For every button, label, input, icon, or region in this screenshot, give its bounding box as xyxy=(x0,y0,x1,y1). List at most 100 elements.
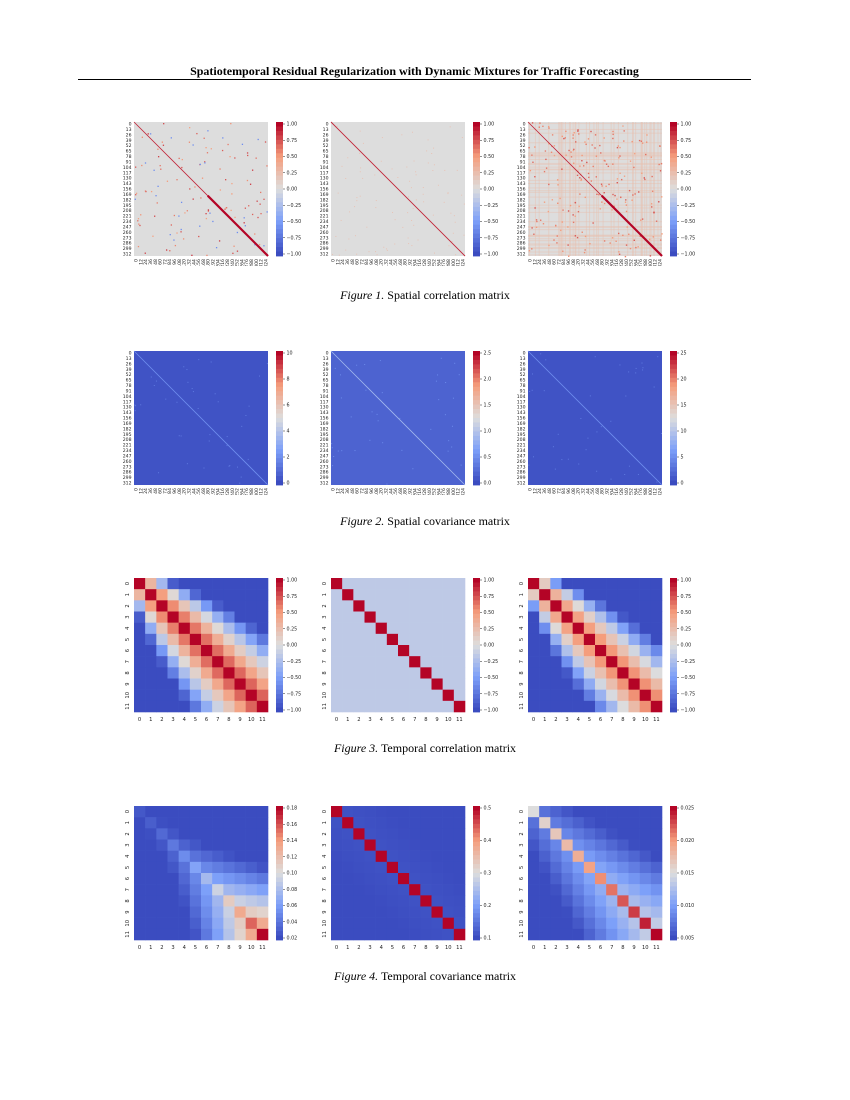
y-tick-label: 156 xyxy=(517,187,526,193)
heatmap-cell xyxy=(628,806,640,818)
heatmap-cell xyxy=(331,589,343,601)
heatmap-cell xyxy=(442,928,455,941)
heatmap-cell xyxy=(442,861,455,874)
heatmap-cell xyxy=(453,578,466,590)
y-tick-label: 8 xyxy=(322,899,328,902)
y-tick-label: 143 xyxy=(123,181,132,187)
heatmap-cell xyxy=(409,667,421,679)
y-tick-label: 5 xyxy=(125,638,131,641)
heatmap-cell xyxy=(409,917,421,930)
y-tick-label: 182 xyxy=(320,197,329,203)
colorbar-tick-label: 0.1 xyxy=(484,936,492,942)
heatmap-cell xyxy=(201,884,213,896)
heatmap-cell xyxy=(420,678,432,690)
colorbar: 1.00 0.75 0.50 0.25 0.00 −0.25 −0.50 −0.75 −1.00 xyxy=(473,122,498,258)
heatmap-cell xyxy=(212,917,224,930)
colorbar: 1.00 0.75 0.50 0.25 0.00 −0.25 −0.50 −0.75 −1.00 xyxy=(473,578,498,714)
x-tick-label: 0 xyxy=(134,259,140,262)
x-tick-label: 7 xyxy=(413,945,416,950)
heatmap-cell xyxy=(201,700,213,713)
heatmap-cell xyxy=(628,895,640,907)
colorbar-tick-label: 1.00 xyxy=(287,122,298,128)
heatmap-cell xyxy=(583,656,596,668)
heatmap-cell xyxy=(167,839,179,851)
heatmap-cell xyxy=(256,895,269,907)
heatmap-panel: 00112233445566778899101011110.180.160.14… xyxy=(125,806,298,951)
heatmap-cell xyxy=(134,589,146,601)
heatmap-cell xyxy=(572,884,585,896)
heatmap-cell xyxy=(256,689,269,702)
colorbar: 2.5 2.0 1.5 1.0 0.5 0.0 xyxy=(473,351,491,487)
x-tick-label: 0 xyxy=(331,488,337,491)
heatmap-cell xyxy=(212,839,224,851)
x-tick-label: 72 xyxy=(556,259,562,265)
heatmap-cell xyxy=(453,839,466,851)
heatmap-cell xyxy=(409,928,421,941)
colorbar-tick-label: −0.25 xyxy=(484,203,499,209)
heatmap-cell xyxy=(539,884,551,896)
y-tick-label: 208 xyxy=(123,208,132,214)
heatmap-cell xyxy=(595,667,607,679)
heatmap-cell xyxy=(134,578,146,590)
y-tick-label: 3 xyxy=(322,843,328,846)
x-tick-label: 324 xyxy=(461,259,467,266)
y-tick-label: 65 xyxy=(126,378,132,384)
heatmap-cell xyxy=(167,622,179,635)
x-tick-label: 192 xyxy=(605,488,611,495)
y-tick-label: 221 xyxy=(517,214,526,220)
heatmap-cell xyxy=(178,928,191,941)
x-tick-label: 96 xyxy=(369,488,375,494)
heatmap-cell xyxy=(572,806,585,818)
heatmap-cell xyxy=(245,906,258,918)
heatmap-cells xyxy=(134,578,269,713)
heatmap-cell xyxy=(606,645,618,657)
heatmap-cell xyxy=(212,895,224,907)
heatmap-cell xyxy=(386,600,399,612)
heatmap-cell xyxy=(212,873,224,885)
heatmap-cell xyxy=(398,622,410,635)
y-tick-label: 0 xyxy=(519,582,525,585)
heatmap-cell xyxy=(364,622,376,635)
heatmap-cell xyxy=(134,600,146,612)
x-tick-label: 108 xyxy=(571,259,577,266)
colorbar-tick-label: 1.5 xyxy=(484,403,492,409)
y-tick-label: 65 xyxy=(520,149,526,155)
heatmap-cell xyxy=(375,656,388,668)
y-tick-label: 7 xyxy=(519,888,525,891)
heatmap-cell xyxy=(342,700,354,713)
x-tick-label: 7 xyxy=(216,717,219,722)
heatmap-cell xyxy=(583,589,596,601)
heatmap-cell xyxy=(398,817,410,829)
figure-4-heatmaps: 00112233445566778899101011110.180.160.14… xyxy=(125,806,694,951)
heatmap-cell xyxy=(453,700,466,713)
heatmap-cell xyxy=(167,861,179,874)
heatmap-cell xyxy=(331,861,343,874)
x-tick-label: 312 xyxy=(653,488,659,495)
y-tick-label: 247 xyxy=(517,453,526,459)
x-tick-label: 72 xyxy=(556,488,562,494)
heatmap-cell xyxy=(539,589,551,601)
heatmap-cell xyxy=(331,700,343,713)
heatmap-cell xyxy=(156,917,168,930)
heatmap-cell xyxy=(256,589,269,601)
y-tick-label: 8 xyxy=(519,671,525,674)
colorbar-tick-label: 0.18 xyxy=(287,806,298,812)
heatmap-cell xyxy=(212,611,224,623)
heatmap-cell xyxy=(539,917,551,930)
y-tick-label: 65 xyxy=(126,149,132,155)
heatmap-cell xyxy=(528,689,540,702)
heatmap-cell xyxy=(606,633,618,646)
y-tick-label: 143 xyxy=(517,410,526,416)
y-tick-label: 78 xyxy=(520,154,526,160)
heatmap-panel: 00112233445566778899101011110.0250.0200.… xyxy=(519,806,694,951)
heatmap-cell xyxy=(409,806,421,818)
heatmap-cell xyxy=(420,828,432,840)
heatmap-cell xyxy=(331,839,343,851)
y-tick-label: 2 xyxy=(322,604,328,607)
heatmap-cell xyxy=(201,817,213,829)
heatmap-cell xyxy=(617,906,629,918)
x-tick-label: 72 xyxy=(162,259,168,265)
heatmap-cell xyxy=(167,895,179,907)
heatmap-cell xyxy=(189,817,202,829)
y-tick-label: 3 xyxy=(322,615,328,618)
